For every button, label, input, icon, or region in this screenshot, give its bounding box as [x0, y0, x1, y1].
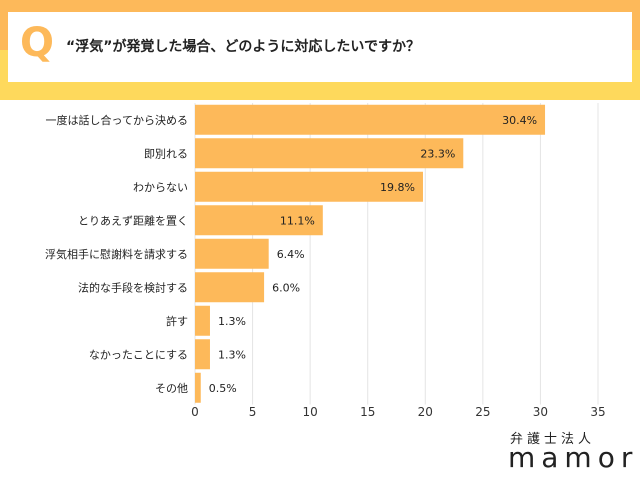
x-tick-label: 20 — [418, 405, 433, 419]
value-label: 1.3% — [218, 315, 246, 328]
x-tick-label: 15 — [360, 405, 375, 419]
category-label: 法的な手段を検討する — [78, 280, 188, 294]
value-label: 6.0% — [272, 281, 300, 294]
bar — [195, 205, 323, 236]
value-label: 30.4% — [502, 114, 537, 127]
q-mark: Q — [20, 20, 55, 66]
category-label: 浮気相手に慰謝料を請求する — [45, 247, 188, 261]
value-label: 6.4% — [277, 248, 305, 261]
x-tick-label: 10 — [303, 405, 318, 419]
bar — [195, 372, 201, 403]
bar — [195, 238, 269, 269]
category-label: 即別れる — [144, 147, 188, 160]
bar — [195, 171, 423, 202]
bar — [195, 305, 210, 336]
bar — [195, 138, 464, 169]
category-label: わからない — [133, 181, 188, 194]
category-label: 許す — [166, 315, 188, 328]
brand-subtitle: 弁護士法人 — [510, 432, 596, 447]
question-title: “浮気”が発覚した場合、どのように対応したいですか？ — [66, 39, 420, 55]
x-tick-label: 25 — [475, 405, 490, 419]
x-tick-label: 30 — [533, 405, 548, 419]
x-tick-label: 35 — [590, 405, 605, 419]
category-label: とりあえず距離を置く — [78, 213, 188, 227]
bar — [195, 104, 546, 135]
x-tick-label: 0 — [191, 405, 199, 419]
value-label: 0.5% — [209, 382, 237, 395]
brand-logo: mamori — [508, 441, 640, 474]
category-label: その他 — [155, 382, 188, 395]
value-label: 1.3% — [218, 348, 246, 361]
bar — [195, 272, 265, 303]
value-label: 19.8% — [380, 181, 415, 194]
question-box — [8, 12, 632, 82]
bar — [195, 339, 210, 370]
category-label: なかったことにする — [89, 348, 188, 361]
category-label: 一度は話し合ってから決める — [46, 113, 188, 127]
value-label: 11.1% — [280, 214, 315, 227]
x-tick-label: 5 — [249, 405, 257, 419]
value-label: 23.3% — [420, 147, 455, 160]
